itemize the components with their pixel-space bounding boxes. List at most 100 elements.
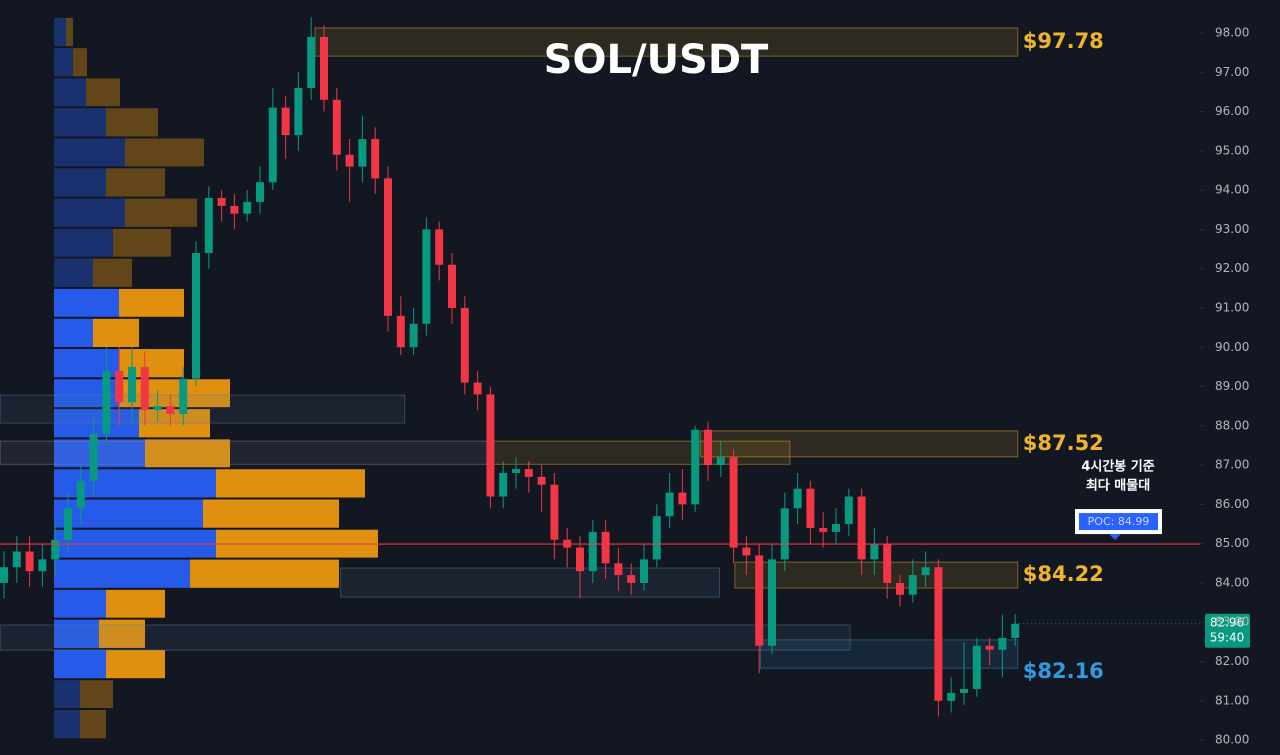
candle-body xyxy=(780,508,789,560)
candle-body xyxy=(524,469,533,477)
candle-body xyxy=(819,527,828,532)
candle-body xyxy=(908,575,917,595)
candle-body xyxy=(89,433,98,481)
candle-body xyxy=(576,547,584,572)
candle-body xyxy=(435,229,444,265)
zone xyxy=(0,624,851,651)
candle-body xyxy=(307,36,316,88)
candle-body xyxy=(179,378,188,415)
zone xyxy=(0,394,406,424)
profile-sell xyxy=(125,198,197,227)
candle-body xyxy=(409,323,418,348)
candle-body xyxy=(76,480,85,509)
candle-body xyxy=(448,264,456,308)
profile-buy xyxy=(54,198,125,227)
candle-body xyxy=(51,539,60,560)
candle-body xyxy=(281,107,290,136)
candle-body xyxy=(972,645,981,690)
y-tick-label: 85.00 xyxy=(1215,536,1249,550)
profile-sell xyxy=(73,48,87,77)
candle-body xyxy=(268,107,277,183)
candle-body xyxy=(806,488,815,528)
candle-body xyxy=(422,229,431,324)
candle-body xyxy=(896,582,904,595)
candle-body xyxy=(473,382,482,395)
profile-buy xyxy=(54,589,106,618)
zone xyxy=(699,430,1019,458)
candle-body xyxy=(1011,623,1020,638)
candles xyxy=(0,17,1020,717)
profile-sell xyxy=(106,108,158,137)
profile-buy xyxy=(54,168,106,197)
y-tick-label: 90.00 xyxy=(1215,340,1249,354)
candle-body xyxy=(243,201,252,214)
profile-sell xyxy=(93,258,132,287)
poc-note: 최다 매물대 xyxy=(1086,478,1150,494)
candle-body xyxy=(128,366,136,403)
candle-body xyxy=(640,559,648,583)
candle-body xyxy=(256,182,264,202)
candle-body xyxy=(652,516,661,560)
y-tick-label: 87.00 xyxy=(1215,458,1249,472)
candle-body xyxy=(793,488,802,509)
profile-buy xyxy=(54,318,93,348)
chart-title: SOL/USDT xyxy=(544,37,769,83)
candle-body xyxy=(883,543,892,583)
candle-body xyxy=(870,543,879,560)
y-tick-label: 93.00 xyxy=(1215,222,1249,236)
y-tick-label: 94.00 xyxy=(1215,183,1249,197)
y-tick-label: 81.00 xyxy=(1215,693,1249,707)
candle-body xyxy=(12,551,21,568)
profile-sell xyxy=(86,78,120,107)
candle-body xyxy=(38,559,47,572)
candle-body xyxy=(0,567,8,583)
zone xyxy=(734,561,1019,589)
candle-body xyxy=(627,575,636,583)
poc-note: 4시간봉 기준 xyxy=(1081,459,1154,475)
y-tick-label: 96.00 xyxy=(1215,104,1249,118)
candle-body xyxy=(832,524,840,532)
profile-buy xyxy=(54,138,125,167)
profile-sell xyxy=(99,619,145,648)
candle-body xyxy=(960,689,968,693)
profile-sell xyxy=(80,680,113,709)
candle-body xyxy=(588,531,597,572)
candle-body xyxy=(332,99,341,155)
candle-body xyxy=(230,205,239,214)
candle-body xyxy=(844,496,853,525)
profile-sell xyxy=(113,228,171,257)
y-tick-label: 95.00 xyxy=(1215,143,1249,157)
profile-buy xyxy=(54,108,106,137)
y-tick-label: 84.00 xyxy=(1215,575,1249,589)
y-tick-label: 91.00 xyxy=(1215,300,1249,314)
volume-profile xyxy=(54,17,378,739)
profile-sell xyxy=(139,409,210,438)
poc-box-inner xyxy=(1079,513,1158,531)
zone-label: $82.16 xyxy=(1023,659,1104,683)
last-price-box xyxy=(1205,613,1250,648)
zone xyxy=(489,440,791,465)
profile-buy xyxy=(54,48,73,77)
candle-body xyxy=(499,472,508,497)
profile-sell xyxy=(145,439,230,468)
profile-buy xyxy=(54,559,190,588)
candle-body xyxy=(857,496,866,560)
candle-body xyxy=(512,469,520,473)
candle-body xyxy=(358,139,367,167)
zone-label: $84.22 xyxy=(1023,562,1104,586)
poc-label: POC: 84.99 xyxy=(1088,515,1150,528)
profile-buy xyxy=(54,288,119,317)
candle-body xyxy=(691,429,700,505)
poc-pointer xyxy=(1109,534,1121,541)
candle-body xyxy=(384,178,392,316)
candle-body xyxy=(371,139,380,179)
y-tick-label: 80.00 xyxy=(1215,733,1249,747)
profile-sell xyxy=(93,318,139,348)
profile-sell xyxy=(216,469,365,498)
candle-body xyxy=(601,531,610,564)
candle-body xyxy=(460,307,469,383)
profile-sell xyxy=(80,710,106,739)
candle-body xyxy=(729,457,738,548)
